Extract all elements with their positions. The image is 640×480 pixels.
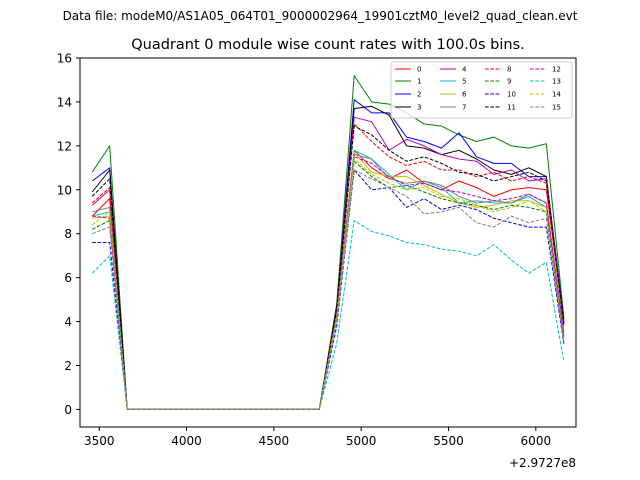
y-tick-label: 16 [57,52,72,66]
x-tick-label: 3500 [84,434,115,448]
y-tick-label: 10 [57,183,72,197]
x-axis-offset-label: +2.9727e8 [509,456,576,470]
y-tick-label: 8 [64,227,72,241]
legend-label-15: 15 [552,104,561,112]
y-tick-label: 0 [64,403,72,417]
legend-label-11: 11 [507,104,516,112]
legend-label-0: 0 [417,66,421,74]
x-tick-label: 5000 [346,434,377,448]
y-tick-label: 2 [64,359,72,373]
y-tick-label: 6 [64,271,72,285]
series-line-15 [92,169,565,410]
chart-title: Quadrant 0 module wise count rates with … [131,37,525,53]
legend-label-5: 5 [462,78,466,86]
x-tick-label: 6000 [521,434,552,448]
legend-label-10: 10 [507,91,516,99]
x-axis: 3500 4000 4500 5000 5500 6000 [84,427,551,448]
legend-label-4: 4 [462,66,467,74]
plot-frame [79,57,577,428]
y-tick-label: 14 [57,95,72,109]
legend-label-6: 6 [462,91,467,99]
legend-label-14: 14 [552,91,561,99]
legend-label-9: 9 [507,78,511,86]
y-tick-label: 4 [64,315,72,329]
legend-box [390,61,573,119]
series-layer [91,75,565,410]
y-axis: 0 2 4 6 8 10 12 14 16 [57,52,80,417]
legend-label-3: 3 [417,104,421,112]
series-line-12 [92,156,565,410]
y-tick-label: 12 [57,139,72,153]
legend-label-13: 13 [552,78,561,86]
x-tick-label: 4000 [171,434,202,448]
suptitle: Data file: modeM0/AS1A05_064T01_90000029… [63,9,578,23]
x-tick-label: 4500 [259,434,290,448]
legend-label-8: 8 [507,66,511,74]
x-tick-label: 5500 [433,434,464,448]
legend-label-7: 7 [462,104,466,112]
legend-label-2: 2 [417,91,421,99]
legend-label-1: 1 [417,78,421,86]
legend-label-12: 12 [552,66,561,74]
